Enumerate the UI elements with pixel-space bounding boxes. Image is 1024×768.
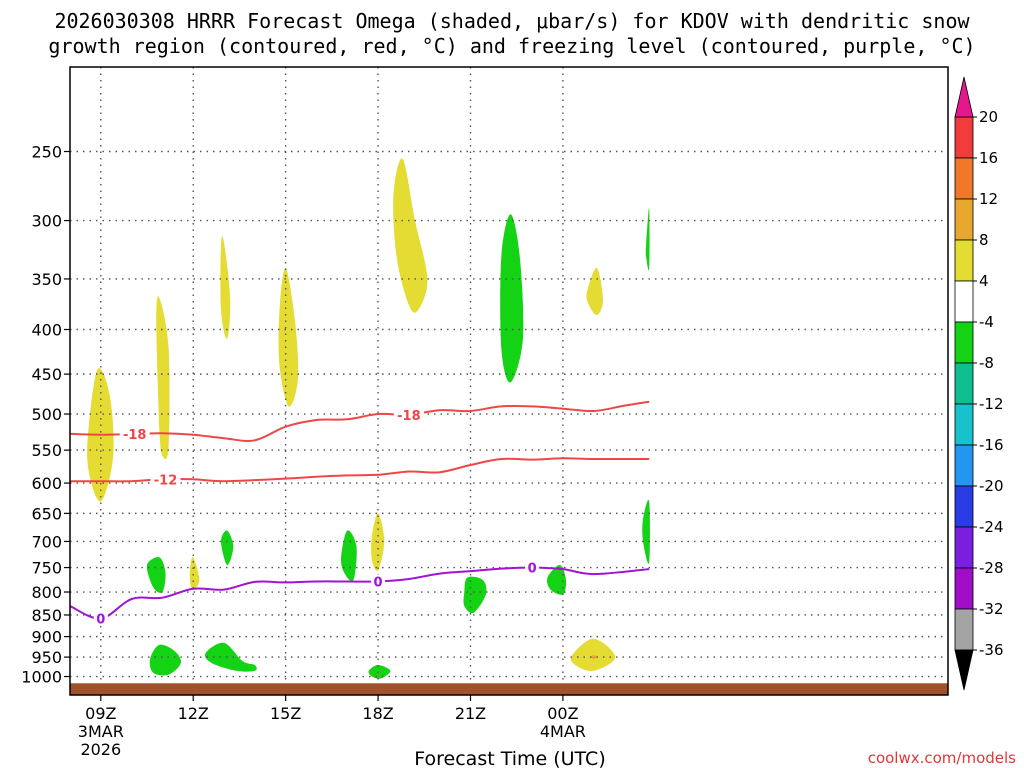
x-tick-label-09Z: 09Z (85, 704, 116, 723)
omega-plus-4-8-12z-low (189, 556, 200, 590)
y-tick-label-1000: 1000 (21, 668, 62, 687)
y-tick-label-600: 600 (31, 474, 62, 493)
x-axis-label: Forecast Time (UTC) (414, 748, 605, 768)
colorbar-tick-label-8: 8 (979, 231, 989, 249)
y-tick-label-350: 350 (31, 270, 62, 289)
omega-minus-4-8-13z-low (221, 530, 234, 566)
y-tick-label-950: 950 (31, 648, 62, 667)
colorbar-tick-label--4: -4 (979, 313, 994, 331)
omega-minus-4-8-2030z-low (463, 576, 487, 614)
chart-title-line-1: 2026030308 HRRR Forecast Omega (shaded, … (54, 9, 970, 33)
colorbar-tick-label--12: -12 (979, 395, 1004, 413)
colorbar-bin--12--8 (954, 362, 974, 405)
ground-band (70, 683, 948, 695)
colorbar-tick-label--20: -20 (979, 477, 1004, 495)
omega-minus-4-8-edge-top (645, 207, 650, 271)
colorbar-bin-8-12 (954, 198, 974, 241)
freezing-level-label-1: 0 (374, 575, 383, 590)
colorbar-tick-label-4: 4 (979, 272, 989, 290)
x-tick-sublabel-00Z-0: 4MAR (540, 722, 586, 741)
colorbar-bottom-arrow (954, 649, 974, 691)
x-tick-label-15Z: 15Z (270, 704, 301, 723)
omega-plus-4-8-1930z (393, 158, 428, 313)
colorbar-bin--16--12 (954, 403, 974, 446)
omega-minus-4-8-18z-sfc (368, 665, 391, 679)
x-tick-label-21Z: 21Z (455, 704, 486, 723)
colorbar-bin--4-4 (954, 280, 974, 323)
axes: 250 300 350 400 450 500 550 600 650 700 750 800 850 9… (21, 66, 949, 759)
y-tick-label-850: 850 (31, 606, 62, 625)
y-tick-label-400: 400 (31, 321, 62, 340)
x-tick-label-12Z: 12Z (178, 704, 209, 723)
dgz-minus-18-contour (70, 400, 650, 442)
dgz-minus-18-label-0: -18 (123, 428, 147, 443)
freezing-level-label-bg-1 (371, 574, 386, 589)
colorbar-bin--24--20 (954, 485, 974, 528)
omega-minus-4-8-2130z (500, 214, 524, 383)
dgz-minus-18-label-1: -18 (397, 409, 421, 424)
y-tick-label-550: 550 (31, 441, 62, 460)
colorbar: 20 16 12 8 4 -4 -8 -12 -16 -20 -24 -28 -32 -36 (954, 76, 1004, 691)
y-tick-label-500: 500 (31, 405, 62, 424)
colorbar-tick-label--32: -32 (979, 600, 1004, 618)
plot-content: -18 -18 -12 0 0 0 (70, 67, 948, 695)
omega-minus-4-8-1030z-sfc (149, 644, 182, 676)
colorbar-tick-label-12: 12 (979, 190, 998, 208)
y-tick-label-900: 900 (31, 628, 62, 647)
x-tick-label-18Z: 18Z (362, 704, 393, 723)
colorbar-tick-label-20: 20 (979, 108, 998, 126)
dgz-minus-12-label-bg-0 (150, 472, 181, 487)
omega-minus-4-8-2330z-low (546, 564, 567, 595)
y-tick-label-250: 250 (31, 143, 62, 162)
colorbar-top-arrow (954, 76, 974, 118)
colorbar-bin--36--32 (954, 608, 974, 651)
y-tick-label-800: 800 (31, 583, 62, 602)
freezing-level-label-2: 0 (528, 562, 537, 577)
dgz-minus-18-label-bg-0 (119, 426, 150, 441)
colorbar-bin--28--24 (954, 526, 974, 569)
colorbar-bin--20--16 (954, 444, 974, 487)
dgz-minus-18-label-bg-1 (393, 407, 424, 422)
omega-minus-4-8-1030z-low (146, 557, 166, 593)
omega-plus-8-12-dot (590, 655, 597, 660)
y-tick-label-700: 700 (31, 532, 62, 551)
omega-plus-4-8-15z (278, 267, 299, 407)
omega-plus-4-8-0130z-low (570, 638, 616, 672)
omega-plus-4-8-1030z (156, 296, 170, 459)
freezing-level-label-bg-2 (525, 560, 540, 575)
plot-frame (69, 66, 949, 696)
credit-text: coolwx.com/models (868, 749, 1016, 767)
colorbar-bin--32--28 (954, 567, 974, 610)
chart-title-line-2: growth region (contoured, red, °C) and f… (48, 34, 975, 58)
freezing-level-label-0: 0 (96, 613, 105, 628)
y-tick-label-300: 300 (31, 212, 62, 231)
x-tick-sublabel-09Z-1: 2026 (80, 740, 121, 759)
y-tick-label-750: 750 (31, 559, 62, 578)
colorbar-bin-16-20 (954, 116, 974, 159)
colorbar-tick-label--16: -16 (979, 436, 1004, 454)
dgz-minus-12-label-0: -12 (154, 473, 178, 488)
x-tick-label-00Z: 00Z (547, 704, 578, 723)
plot-area: -18 -18 -12 0 0 0 (70, 67, 948, 695)
omega-plus-4-8-0130z (586, 267, 603, 316)
omega-minus-4-8-13z-sfc (204, 642, 257, 672)
x-tick-sublabel-09Z-0: 3MAR (78, 722, 124, 741)
omega-plus-4-8-13z (220, 236, 231, 340)
colorbar-tick-label--28: -28 (979, 559, 1004, 577)
omega-minus-4-8-17z (341, 530, 357, 582)
colorbar-tick-label--36: -36 (979, 641, 1004, 659)
colorbar-bin-12-16 (954, 157, 974, 200)
colorbar-bin-4-8 (954, 239, 974, 282)
omega-minus-4-8-edge-mid (642, 499, 650, 564)
y-tick-label-650: 650 (31, 504, 62, 523)
y-tick-label-450: 450 (31, 365, 62, 384)
colorbar-tick-label--8: -8 (979, 354, 994, 372)
colorbar-tick-label-16: 16 (979, 149, 998, 167)
colorbar-bin--8--4 (954, 321, 974, 364)
freezing-level-label-bg-0 (93, 611, 108, 626)
colorbar-tick-label--24: -24 (979, 518, 1004, 536)
